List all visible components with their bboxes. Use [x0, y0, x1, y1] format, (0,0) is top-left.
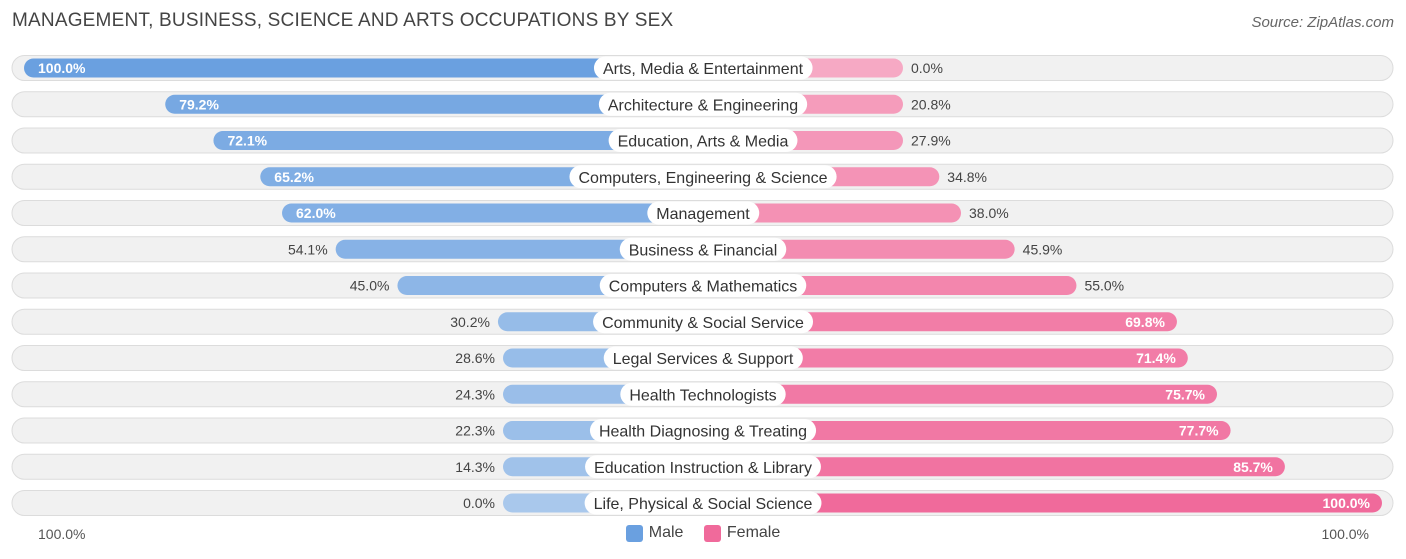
female-value-label: 71.4%	[1136, 350, 1176, 366]
category-label-pill	[620, 382, 786, 406]
category-label: Business & Financial	[629, 242, 778, 259]
chart-title: MANAGEMENT, BUSINESS, SCIENCE AND ARTS O…	[12, 10, 674, 31]
female-value-label: 69.8%	[1125, 314, 1165, 330]
female-bar	[703, 457, 1285, 477]
female-value-label: 75.7%	[1165, 386, 1205, 402]
female-bar	[703, 384, 1218, 404]
female-bar	[703, 203, 962, 223]
male-bar	[213, 131, 704, 150]
male-value-label: 30.2%	[450, 314, 490, 330]
category-label-pill	[569, 165, 837, 189]
source-label: Source: ZipAtlas.com	[1251, 14, 1394, 31]
male-value-label: 79.2%	[179, 96, 219, 112]
category-label: Education, Arts & Media	[618, 134, 789, 151]
male-value-label: 22.3%	[455, 423, 495, 439]
category-label-pill	[608, 129, 798, 152]
legend-female-label: Female	[726, 524, 781, 541]
category-label: Arts, Media & Entertainment	[603, 61, 804, 78]
male-value-label: 65.2%	[274, 169, 314, 185]
male-value-label: 24.3%	[455, 386, 495, 402]
category-label-pill	[599, 274, 807, 297]
male-value-label: 0.0%	[463, 495, 495, 511]
category-label: Computers, Engineering & Science	[578, 170, 827, 187]
category-label: Management	[656, 206, 750, 223]
male-value-label: 100.0%	[38, 60, 86, 76]
category-label: Community & Social Service	[602, 315, 804, 332]
category-label: Computers & Mathematics	[609, 279, 798, 296]
female-value-label: 20.8%	[911, 96, 951, 112]
male-swatch	[625, 524, 643, 542]
male-value-label: 54.1%	[288, 241, 328, 257]
male-bar	[165, 94, 703, 114]
male-value-label: 45.0%	[350, 278, 390, 294]
female-value-label: 38.0%	[969, 205, 1009, 221]
category-label-pill	[593, 310, 814, 334]
category-label: Health Diagnosing & Treating	[599, 424, 807, 441]
category-label-pill	[589, 419, 817, 442]
category-label-pill	[647, 201, 760, 225]
female-bar	[703, 348, 1188, 368]
female-swatch	[703, 524, 721, 542]
legend-male-label: Male	[648, 524, 684, 541]
female-value-label: 45.9%	[1023, 241, 1063, 257]
female-value-label: 34.8%	[947, 169, 987, 185]
male-value-label: 14.3%	[455, 459, 495, 475]
category-label-pill	[593, 56, 813, 80]
male-value-label: 72.1%	[227, 133, 267, 149]
axis-right-label: 100.0%	[1321, 526, 1369, 542]
female-value-label: 100.0%	[1323, 495, 1371, 511]
female-bar	[703, 421, 1231, 440]
category-label: Education Instruction & Library	[594, 460, 812, 477]
category-label-pill	[598, 92, 808, 116]
female-value-label: 85.7%	[1233, 459, 1273, 475]
female-value-label: 55.0%	[1084, 278, 1124, 294]
male-value-label: 62.0%	[296, 205, 336, 221]
legend-female: Female	[703, 524, 781, 542]
category-label: Health Technologists	[629, 387, 776, 404]
female-value-label: 27.9%	[911, 133, 951, 149]
category-label: Architecture & Engineering	[608, 97, 798, 114]
category-label-pill	[603, 346, 803, 370]
legend-male: Male	[625, 524, 684, 542]
male-bar	[335, 239, 703, 259]
chart: Arts, Media & Entertainment 100.0% 0.0% Arc…	[11, 55, 1394, 516]
legend: Male Female	[0, 524, 1406, 547]
female-value-label: 0.0%	[911, 60, 943, 76]
male-bar	[24, 58, 703, 78]
category-label: Legal Services & Support	[613, 351, 794, 368]
female-bar	[703, 312, 1177, 332]
category-label-pill	[585, 455, 821, 479]
female-bar	[703, 493, 1382, 513]
male-value-label: 28.6%	[455, 350, 495, 366]
category-label-pill	[619, 237, 787, 261]
axis-left-label: 100.0%	[38, 526, 86, 542]
category-label-pill	[584, 491, 822, 515]
category-label: Life, Physical & Social Science	[594, 496, 813, 513]
female-value-label: 77.7%	[1179, 423, 1219, 439]
male-bar	[282, 203, 703, 223]
